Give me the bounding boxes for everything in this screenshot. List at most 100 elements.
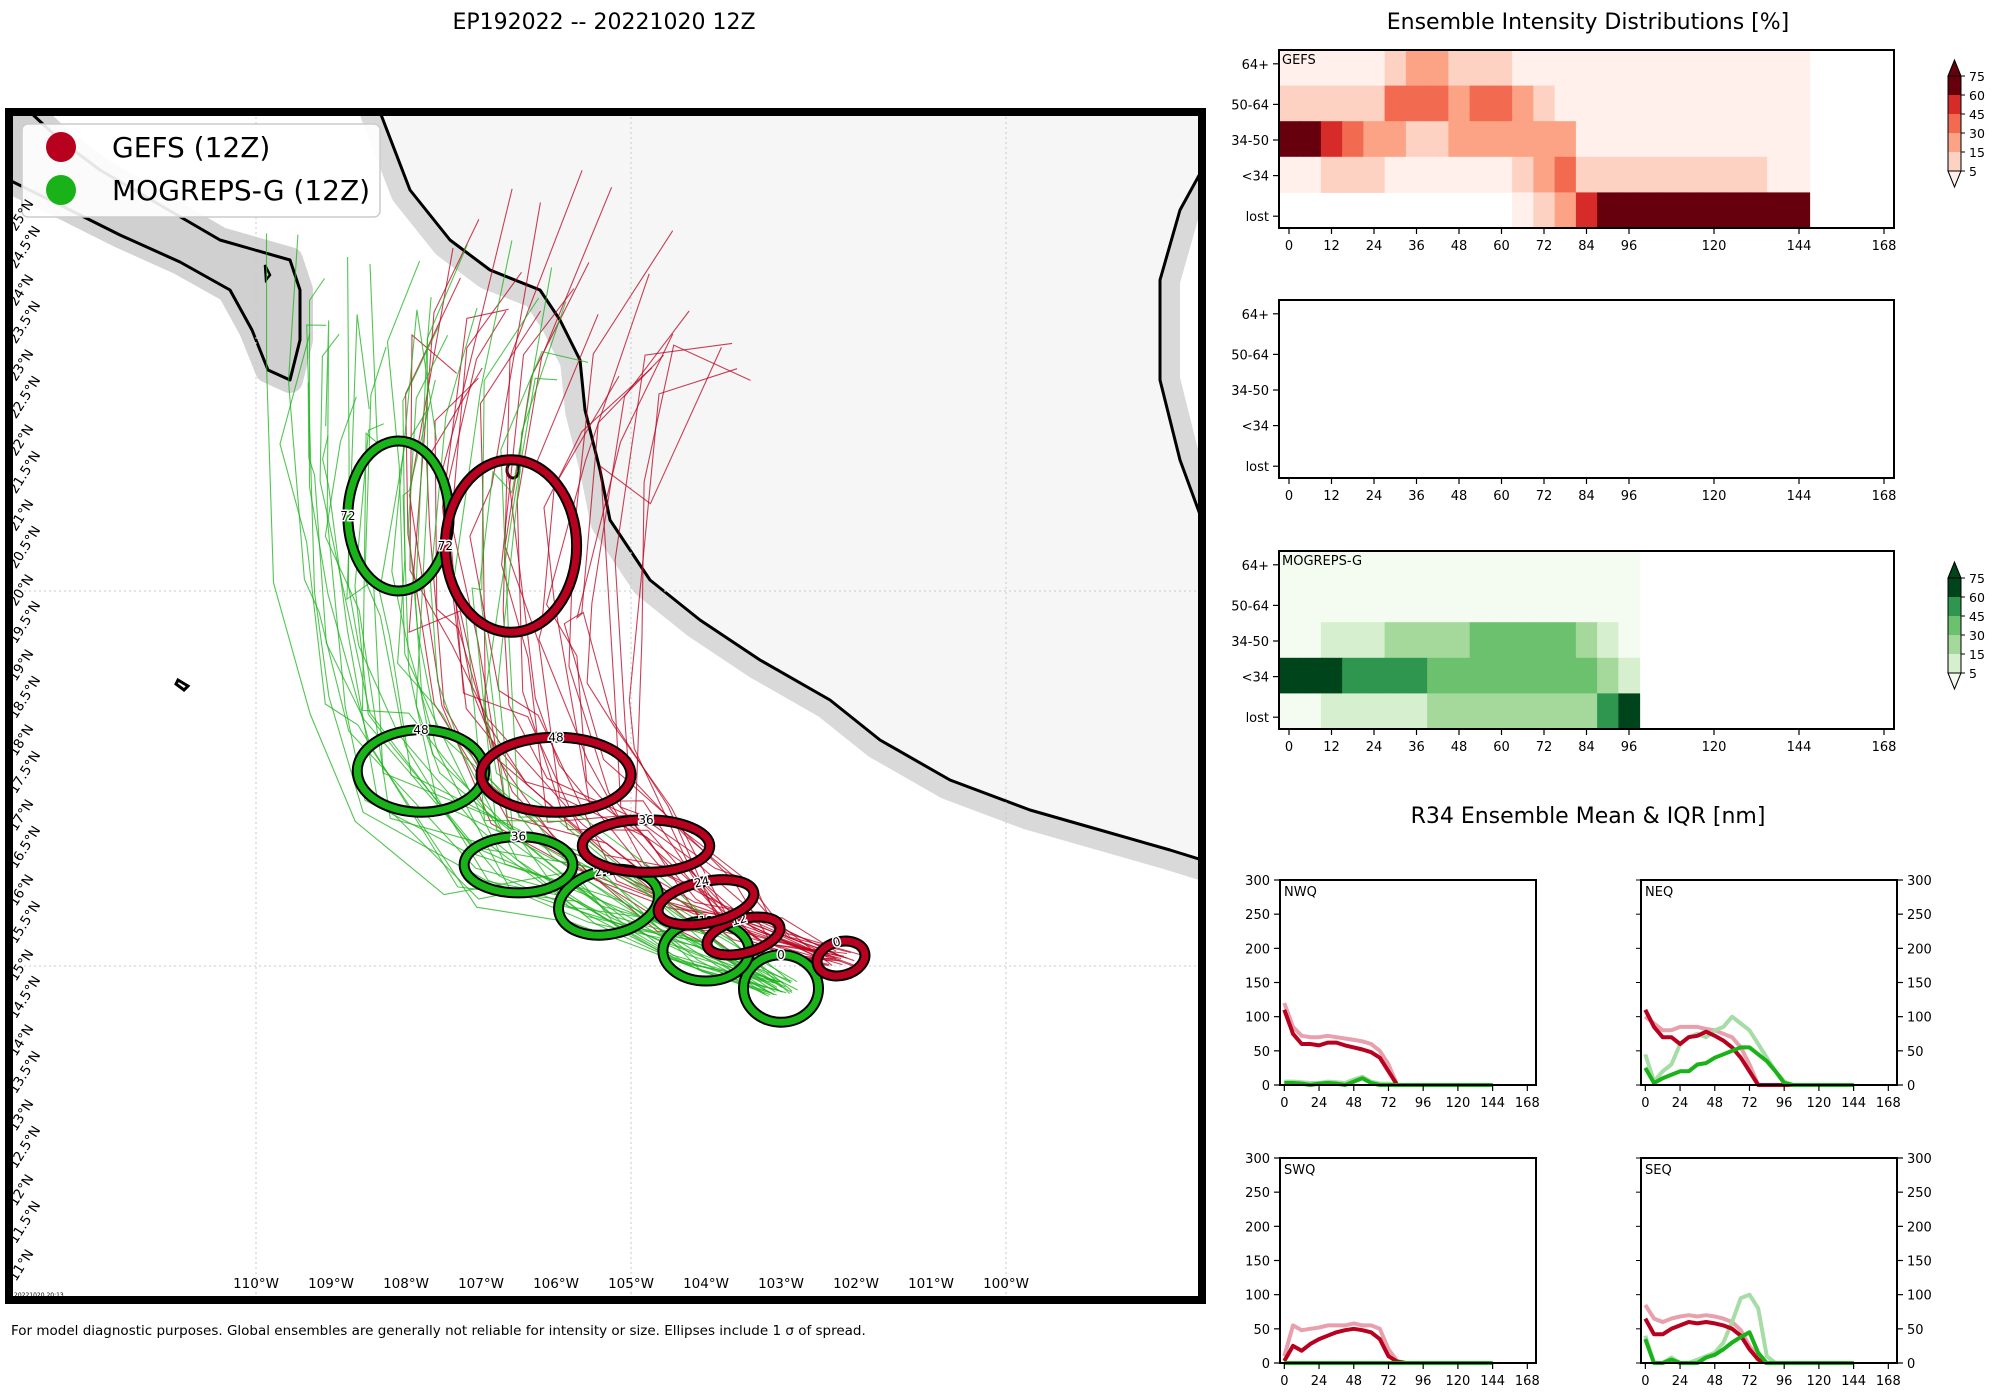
lon-tick-label: 110°W [233,1276,279,1292]
gefs-ellipse-label: 24 [693,874,711,891]
mogreps-ellipse-label: 48 [413,723,428,737]
r34-xtick-label: 48 [1706,1096,1723,1111]
intensity-xtick-label: 0 [1285,489,1293,504]
heatmap-cell [1575,693,1598,730]
heatmap-cell [1703,156,1726,193]
lon-tick-label: 109°W [308,1276,354,1292]
intensity-xtick-label: 72 [1536,239,1553,254]
map-frame [5,108,1206,1304]
heatmap-cell [1469,85,1492,122]
heatmap-cell [1512,156,1534,193]
heatmap-cell [1427,657,1449,694]
intensity-ytick-label: <34 [1242,170,1269,185]
intensity-ytick-label: 64+ [1242,308,1269,323]
intensity-xtick-label: 72 [1536,740,1553,755]
r34-ytick-label: 300 [1245,874,1270,889]
heatmap-cell [1597,50,1619,87]
heatmap-cell [1490,551,1513,588]
r34-xtick-label: 144 [1480,1096,1505,1111]
heatmap-cell [1299,121,1322,158]
r34-ytick-label: 0 [1907,1079,1915,1094]
colorbar-tick-label: 5 [1969,666,1977,681]
heatmap-cell [1724,156,1747,193]
mogreps-ellipse-ring [740,951,822,1026]
gefs-ellipse-label: 48 [548,730,563,744]
heatmap-cell [1469,657,1492,694]
heatmap-cell [1533,121,1556,158]
heatmap-cell [1533,622,1556,659]
r34-quadrant-label: SWQ [1284,1163,1315,1178]
intensity-xtick-label: 120 [1702,489,1727,504]
colorbar-tick-label: 30 [1969,628,1985,643]
heatmap-cell [1469,50,1492,87]
r34-xtick-label: 24 [1672,1374,1689,1389]
r34-ytick-label: 200 [1245,942,1270,957]
heatmap-cell [1575,192,1598,229]
gefs-ellipse: 48 [475,729,637,818]
heatmap-cell [1363,622,1386,659]
intensity-xtick-label: 0 [1285,740,1293,755]
colorbar-segment [1948,76,1961,95]
heatmap-cell [1490,156,1513,193]
r34-panel-frame [1279,879,1537,1086]
ensemble-track [501,288,840,956]
heatmap-cell [1554,586,1577,623]
intensity-xtick-label: 24 [1366,740,1383,755]
lon-tick-label: 108°W [383,1276,429,1292]
lon-tick-label: 104°W [683,1276,729,1292]
heatmap-cell [1278,156,1301,193]
heatmap-cell [1278,121,1301,158]
r34-ytick-label: 150 [1907,977,1932,992]
intensity-ytick-label: <34 [1242,671,1269,686]
heatmap-cell [1533,693,1556,730]
heatmap-cell [1363,85,1386,122]
heatmap-cell [1342,586,1364,623]
heatmap-cell [1299,551,1322,588]
gefs-ellipse-ring [654,876,758,929]
heatmap-cell [1320,657,1343,694]
heatmap-cell [1618,156,1641,193]
heatmap-cell [1405,121,1428,158]
r34-quadrant-label: NEQ [1645,885,1673,900]
r34-ytick-label: 200 [1245,1220,1270,1235]
heatmap-cell [1384,693,1407,730]
heatmap-cell [1384,551,1407,588]
intensity-panel-frame [1278,299,1895,479]
r34-xtick-label: 120 [1445,1096,1470,1111]
intensity-panel-label: GEFS [1282,53,1316,68]
r34-xtick-label: 168 [1515,1096,1540,1111]
r34-xtick-label: 120 [1806,1374,1831,1389]
intensity-xtick-label: 48 [1451,239,1468,254]
heatmap-cell [1490,693,1513,730]
intensity-xtick-label: 12 [1323,740,1340,755]
heatmap-cell [1512,551,1534,588]
heatmap-cell [1703,50,1726,87]
lon-tick-label: 102°W [833,1276,879,1292]
ensemble-track [279,333,784,984]
heatmap-cell [1278,622,1301,659]
r34-ytick-label: 150 [1245,1255,1270,1270]
intensity-xtick-label: 120 [1702,239,1727,254]
heatmap-cell [1299,156,1322,193]
r34-title: R34 Ensemble Mean & IQR [nm] [1411,804,1766,829]
heatmap-cell [1490,586,1513,623]
intensity-title: Ensemble Intensity Distributions [%] [1387,10,1790,35]
legend-gefs-marker [46,132,76,162]
r34-xtick-label: 0 [1280,1096,1288,1111]
heatmap-cell [1384,156,1407,193]
colorbar: 5 15 30 45 60 75 [1947,58,1985,189]
mogreps-ellipse-ring [555,865,662,939]
heatmap-cell [1597,85,1619,122]
intensity-distributions: GEFS 64+ 50-64 34-50 <34 lost 0 12 24 36 48 60 72 84 9… [1231,49,1985,755]
heatmap-cell [1342,657,1364,694]
heatmap-cell [1660,85,1683,122]
r34-ytick-label: 250 [1907,1186,1932,1201]
heatmap-cell [1767,121,1789,158]
intensity-xtick-label: 96 [1621,489,1638,504]
heatmap-cell [1533,586,1556,623]
heatmap-cell [1448,586,1471,623]
r34-xtick-label: 120 [1806,1096,1831,1111]
heatmap-cell [1533,156,1556,193]
mogreps-ellipse: 0 [738,946,824,1028]
